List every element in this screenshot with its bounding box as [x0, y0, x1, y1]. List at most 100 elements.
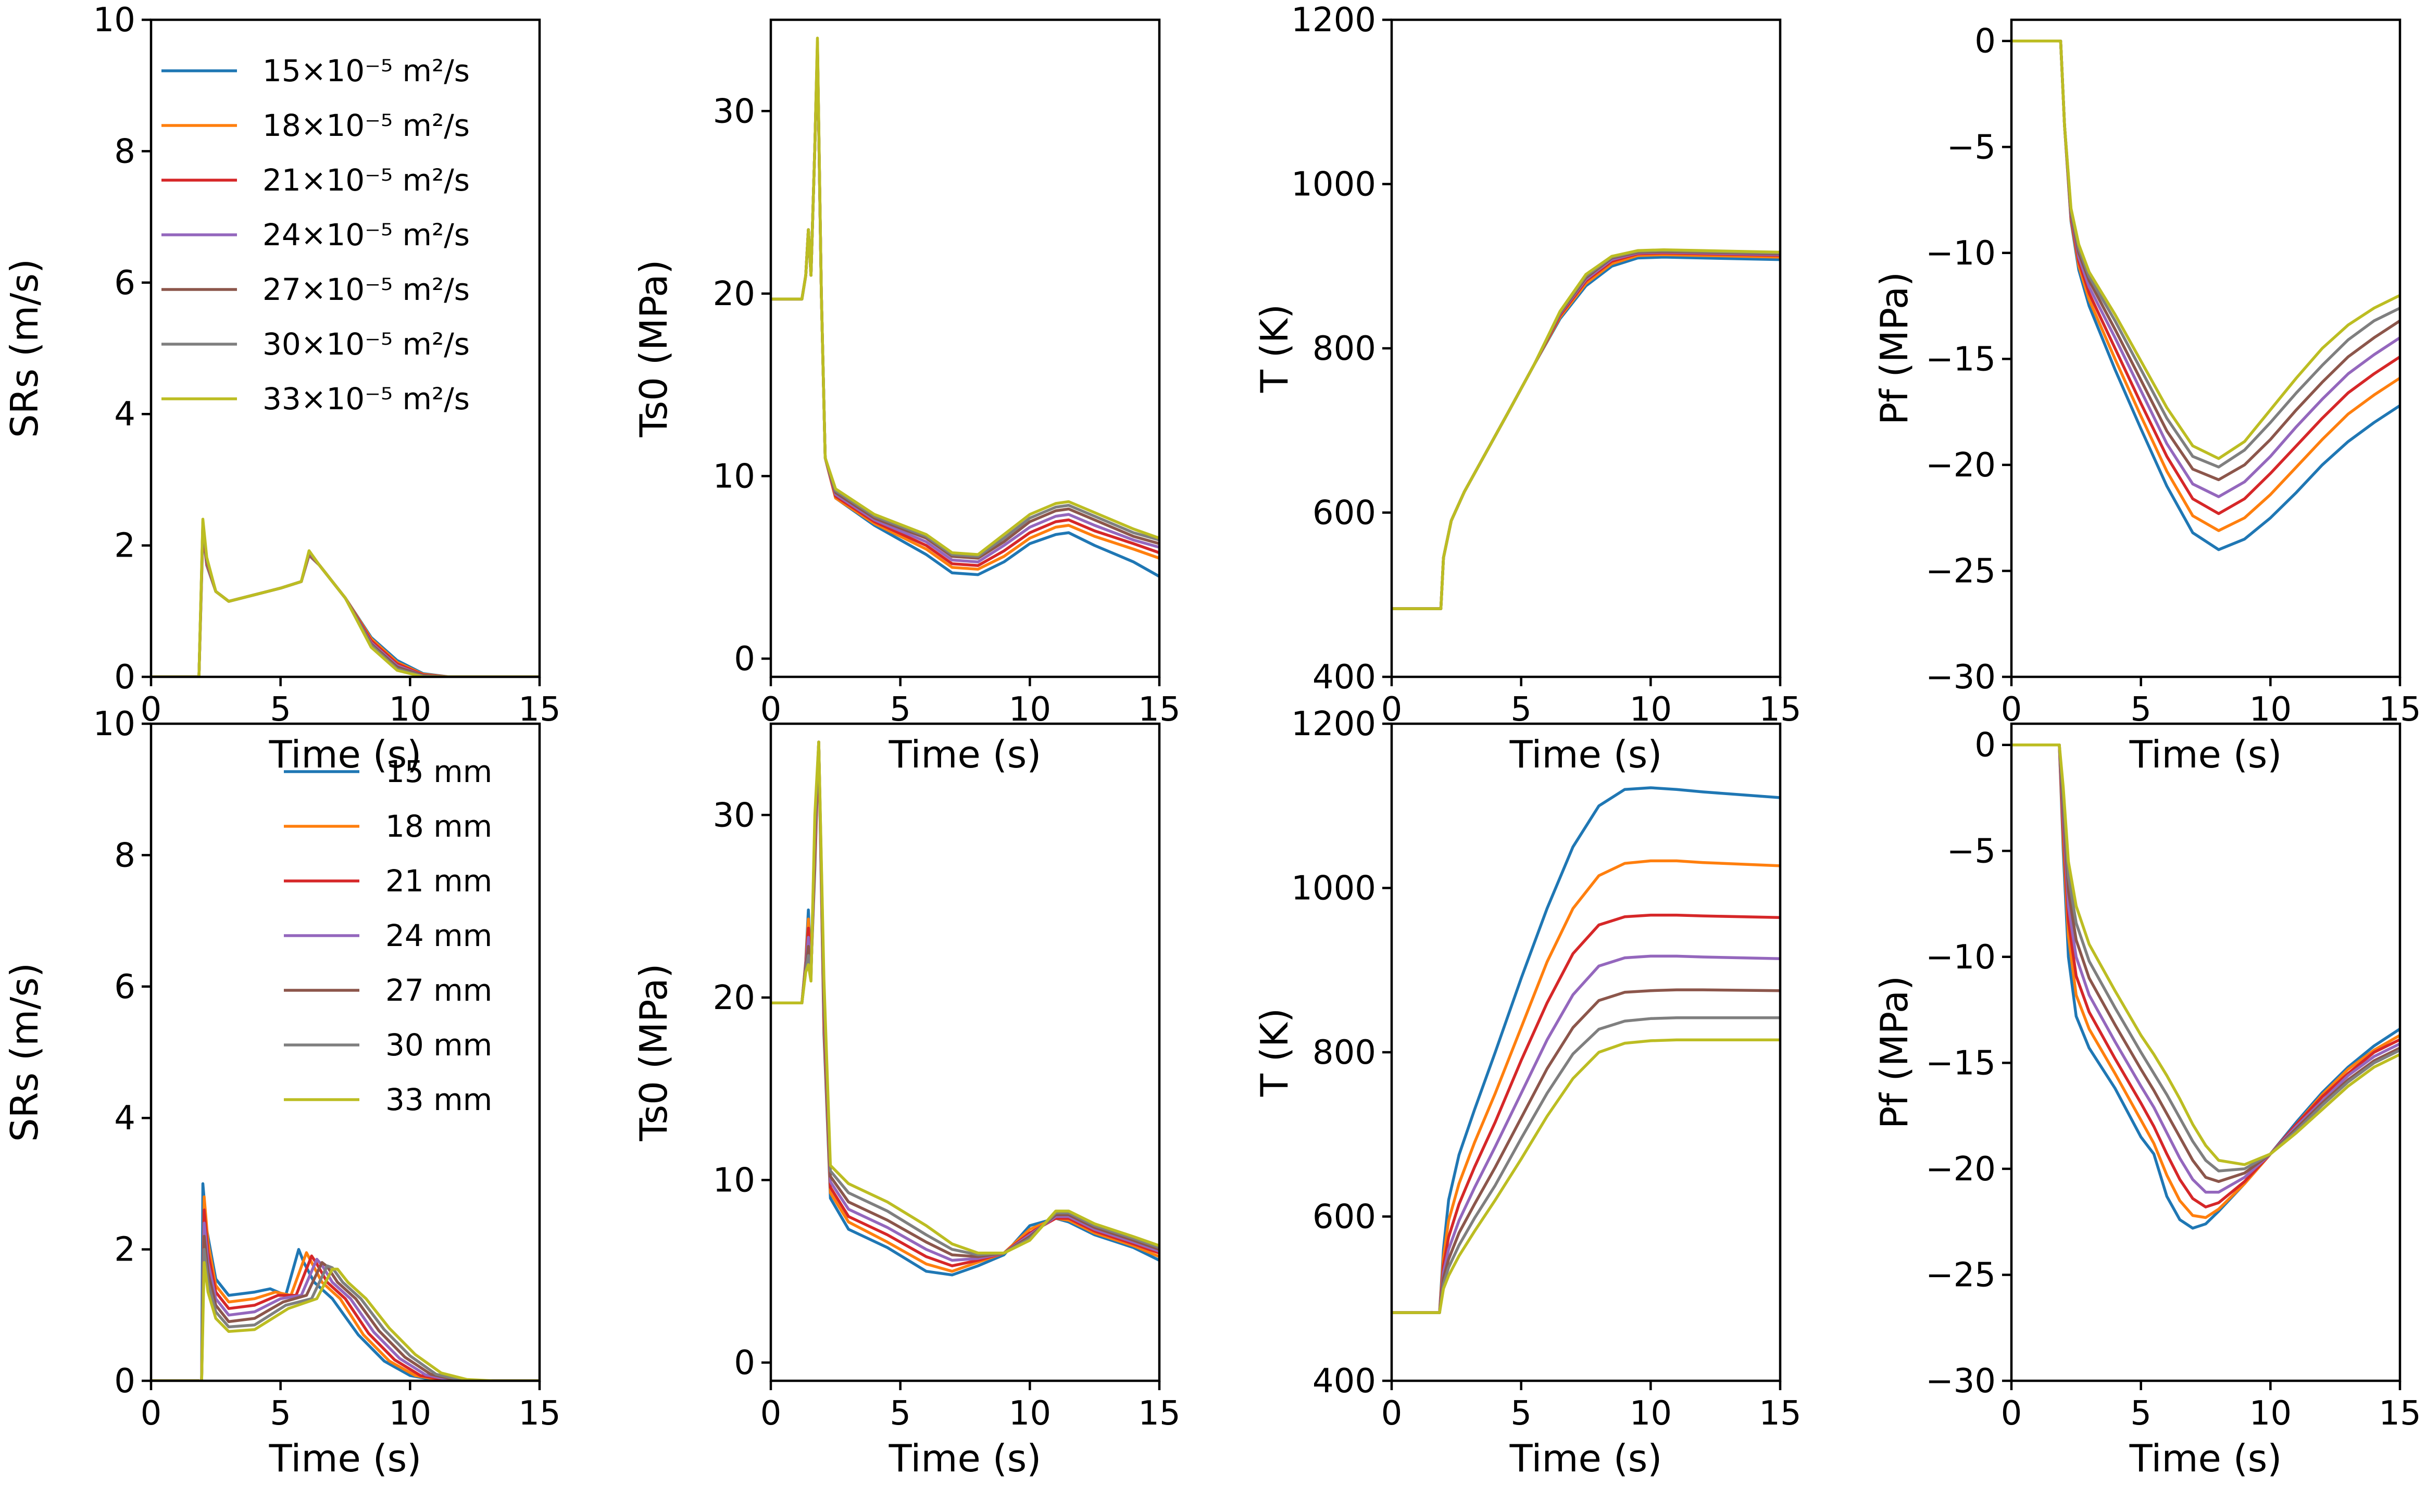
chart-5-series-3-line — [151, 1208, 540, 1381]
chart-8-y-tick-label: −10 — [1925, 938, 1996, 977]
chart-2-y-tick-label: 10 — [713, 457, 755, 496]
chart-8-series-6-line — [2011, 743, 2400, 1173]
chart-4-series-7-line — [2011, 39, 2400, 460]
chart-6-series-group — [771, 740, 1159, 1277]
chart-1-x-tick-label: 10 — [389, 690, 431, 729]
legend-label: 21×10⁻⁵ m²/s — [262, 162, 470, 198]
chart-4-plot-frame — [2010, 18, 2402, 678]
legend-label: 18×10⁻⁵ m²/s — [262, 108, 470, 143]
chart-7-y-tick-label: 400 — [1312, 1362, 1376, 1401]
chart-7-x-tick-label: 10 — [1630, 1394, 1672, 1433]
chart-7-x-tick-label: 15 — [1759, 1394, 1801, 1433]
chart-8-x-tick-label: 5 — [2130, 1394, 2152, 1433]
chart-5-y-tick-label: 0 — [114, 1362, 135, 1401]
legend-label: 30 mm — [385, 1027, 492, 1063]
chart-2-x-tick-label: 15 — [1138, 690, 1180, 729]
chart-2-y-tick-label: 0 — [734, 640, 755, 678]
chart-2-x-tick-label: 5 — [890, 690, 911, 729]
chart-5-x-tick-label: 0 — [141, 1394, 162, 1433]
chart-3-x-tick-label: 10 — [1630, 690, 1672, 729]
legend-label: 15×10⁻⁵ m²/s — [262, 53, 470, 89]
legend-label: 15 mm — [385, 754, 492, 789]
chart-2-y-axis-title: Ts0 (MPa) — [632, 260, 676, 438]
chart-6-x-tick-label: 5 — [890, 1394, 911, 1433]
chart-7-series-7-line — [1392, 1038, 1780, 1314]
chart-1-y-axis-title: SRs (m/s) — [3, 259, 46, 438]
chart-1-y-tick-label: 4 — [114, 395, 135, 434]
chart-4-y-axis-title: Pf (MPa) — [1872, 272, 1916, 425]
chart-3-x-tick-label: 5 — [1510, 690, 1532, 729]
chart-7-series-3-line — [1392, 913, 1780, 1314]
legend-label: 21 mm — [385, 863, 492, 899]
chart-1-x-tick-label: 15 — [518, 690, 560, 729]
chart-3-y-axis-title: T (K) — [1253, 304, 1296, 393]
chart-2-series-group — [771, 36, 1159, 578]
legend-label: 33 mm — [385, 1082, 492, 1117]
chart-7-x-axis-title: Time (s) — [1509, 1437, 1662, 1480]
chart-1-y-tick-label: 0 — [114, 658, 135, 697]
chart-5-series-1-line — [151, 1182, 540, 1381]
chart-3-series-7-line — [1392, 248, 1780, 610]
chart-6-series-7-line — [771, 740, 1159, 1255]
legend-label: 27 mm — [385, 973, 492, 1008]
legend-label: 33×10⁻⁵ m²/s — [262, 381, 470, 417]
chart-5-series-group — [151, 1182, 540, 1381]
chart-5-x-tick-label: 15 — [518, 1394, 560, 1433]
legend-label: 30×10⁻⁵ m²/s — [262, 326, 470, 362]
chart-8-plot-frame — [2010, 722, 2402, 1382]
chart-5-series-5-line — [151, 1234, 540, 1381]
chart-7-series-1-line — [1392, 786, 1780, 1314]
chart-6-y-tick-label: 0 — [734, 1344, 755, 1382]
chart-4-x-tick-label: 10 — [2249, 690, 2292, 729]
chart-5-x-tick-label: 10 — [389, 1394, 431, 1433]
chart-2-series-7-line — [771, 36, 1159, 556]
chart-1-y-tick-label: 6 — [114, 264, 135, 303]
chart-3-series-group — [1392, 248, 1780, 610]
chart-8-x-axis-title: Time (s) — [2129, 1437, 2282, 1480]
chart-5-panel: 0 5 10 15 0 2 4 6 8 10 Time (s) SRs (m/s) 15 mm 18 mm… — [3, 705, 561, 1480]
chart-1-y-tick-label: 2 — [114, 527, 135, 565]
chart-7-y-tick-label: 1200 — [1291, 705, 1376, 744]
chart-8-x-tick-label: 15 — [2379, 1394, 2421, 1433]
chart-8-series-3-line — [2011, 743, 2400, 1208]
chart-1-x-axis-title: Time (s) — [269, 733, 422, 776]
chart-7-y-tick-label: 800 — [1312, 1034, 1376, 1072]
chart-2-panel: 0 5 10 15 0 10 20 30 Time (s) Ts0 (MPa) — [632, 18, 1181, 776]
chart-4-y-tick-label: −10 — [1925, 234, 1996, 273]
chart-4-y-tick-label: −25 — [1925, 552, 1996, 590]
chart-8-x-tick-label: 10 — [2249, 1394, 2292, 1433]
chart-3-y-tick-label: 600 — [1312, 494, 1376, 533]
chart-6-x-tick-label: 15 — [1138, 1394, 1180, 1433]
chart-5-x-axis-title: Time (s) — [269, 1437, 422, 1480]
legend-label: 27×10⁻⁵ m²/s — [262, 272, 470, 307]
chart-4-y-tick-label: −15 — [1925, 340, 1996, 379]
chart-6-y-tick-label: 10 — [713, 1161, 755, 1200]
chart-6-y-tick-label: 30 — [713, 796, 755, 835]
chart-2-plot-frame — [769, 18, 1161, 678]
chart-8-y-axis-title: Pf (MPa) — [1872, 976, 1916, 1129]
chart-1-x-tick-label: 5 — [270, 690, 291, 729]
chart-7-series-group — [1392, 786, 1780, 1314]
chart-8-series-4-line — [2011, 743, 2400, 1194]
chart-3-y-tick-label: 1200 — [1291, 1, 1376, 40]
chart-8-series-group — [2011, 743, 2400, 1230]
chart-4-y-tick-label: 0 — [1974, 22, 1996, 61]
chart-5-y-tick-label: 10 — [93, 705, 135, 744]
chart-5-series-7-line — [151, 1261, 540, 1381]
chart-8-x-tick-label: 0 — [2001, 1394, 2022, 1433]
chart-4-panel: 0 5 10 15 0 −5 −10 −15 −20 −25 −30 Time (s) Pf (MPa) — [1872, 18, 2421, 776]
chart-6-y-axis-title: Ts0 (MPa) — [632, 964, 676, 1142]
chart-7-series-5-line — [1392, 988, 1780, 1314]
chart-4-y-tick-label: −5 — [1947, 128, 1996, 167]
chart-3-y-tick-label: 1000 — [1291, 166, 1376, 204]
chart-1-series-group — [151, 518, 540, 677]
chart-2-y-tick-label: 20 — [713, 275, 755, 313]
chart-2-x-tick-label: 10 — [1009, 690, 1051, 729]
chart-7-y-tick-label: 600 — [1312, 1198, 1376, 1237]
chart-3-panel: 0 5 10 15 400 600 800 1000 1200 Time (s) T (K) — [1253, 1, 1802, 776]
chart-5-series-4-line — [151, 1221, 540, 1381]
legend-label: 18 mm — [385, 809, 492, 844]
chart-5-series-6-line — [151, 1248, 540, 1381]
chart-8-y-tick-label: −20 — [1925, 1150, 1996, 1189]
chart-7-x-tick-label: 0 — [1381, 1394, 1403, 1433]
